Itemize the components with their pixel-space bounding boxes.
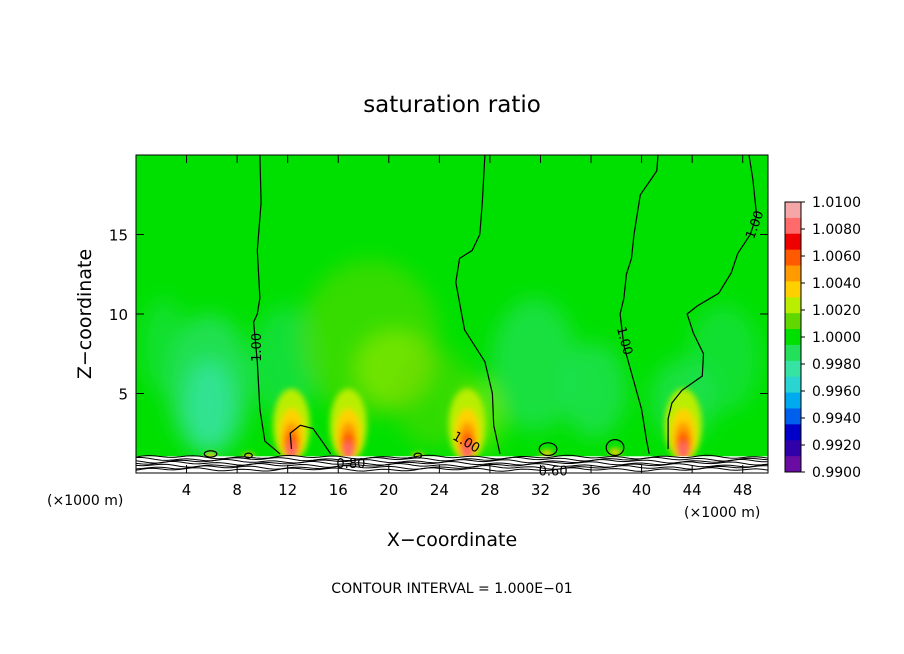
field-patch: [185, 360, 234, 450]
x-unit-left: (×1000 m): [47, 493, 123, 509]
colorbar-swatch: [785, 392, 801, 409]
colorbar-label: 1.0000: [812, 330, 861, 346]
colorbar-label: 0.9980: [812, 357, 861, 373]
contour-line: [619, 155, 659, 455]
field-patch: [344, 441, 353, 460]
colorbar-swatch: [785, 265, 801, 282]
colorbar-swatch: [785, 249, 801, 267]
colorbar-swatch: [785, 233, 801, 251]
field-color-patches: [141, 259, 760, 463]
contour-label: 0.60: [539, 465, 568, 480]
x-axis-label: X−coordinate: [387, 529, 517, 551]
colorbar: 1.0100 1.0080 1.0060 1.0040 1.0020 1.0000 0.99…: [784, 195, 861, 481]
surface-contour: [136, 467, 768, 472]
contour-line: [252, 155, 281, 455]
contour-lines: [203, 155, 758, 459]
surface-contour: [136, 454, 768, 460]
surface-contour: [136, 463, 768, 468]
x-tick-label: 20: [379, 481, 398, 499]
field-patch: [463, 441, 472, 460]
colorbar-swatch: [785, 313, 801, 330]
colorbar-swatch: [785, 281, 801, 298]
x-unit-right: (×1000 m): [684, 505, 760, 521]
x-tick-label: 48: [733, 481, 752, 499]
plot-area: 1.001.001.001.000.800.60 4 8 12 16 20 24 28 32 3…: [109, 154, 769, 499]
colorbar-label: 1.0040: [812, 276, 861, 292]
x-tick-label: 16: [329, 481, 348, 499]
x-tick-label: 28: [480, 481, 499, 499]
colorbar-label: 0.9960: [812, 384, 861, 400]
surface-contour: [136, 464, 768, 470]
x-tick-label: 12: [278, 481, 297, 499]
colorbar-label: 1.0060: [812, 249, 861, 265]
field-patch: [609, 448, 622, 457]
colorbar-swatch: [785, 217, 801, 235]
x-tick-label: 40: [632, 481, 651, 499]
colorbar-swatch: [785, 440, 801, 457]
surface-contour: [136, 458, 768, 464]
y-axis-label: Z−coordinate: [74, 249, 96, 379]
colorbar-label: 1.0100: [812, 195, 861, 211]
x-tick-label: 24: [430, 481, 449, 499]
field-patch: [688, 304, 760, 413]
chart-title: saturation ratio: [363, 92, 541, 118]
x-tick-label: 44: [683, 481, 702, 499]
colorbar-swatch: [785, 297, 801, 314]
contour-line: [203, 450, 218, 458]
colorbar-label: 1.0020: [812, 303, 861, 319]
y-tick-label: 10: [109, 306, 128, 324]
surface-layer: [136, 454, 768, 473]
contour-line: [413, 452, 423, 459]
x-tick-label: 4: [182, 481, 192, 499]
colorbar-label: 0.9920: [812, 438, 861, 454]
colorbar-swatch: [785, 376, 801, 394]
contour-line: [605, 439, 625, 457]
colorbar-label: 0.9940: [812, 411, 861, 427]
contour-line: [244, 452, 253, 459]
y-axis: 5 10 15: [109, 227, 768, 404]
contour-line: [667, 155, 758, 450]
contour-label: 0.80: [336, 457, 365, 472]
colorbar-swatch: [785, 360, 801, 378]
x-tick-label: 8: [232, 481, 242, 499]
y-tick-label: 15: [109, 227, 128, 245]
y-tick-label: 5: [118, 386, 128, 404]
contour-label: 1.00: [250, 333, 265, 362]
colorbar-swatch: [785, 329, 801, 346]
contour-line: [455, 155, 501, 455]
x-axis: 4 8 12 16 20 24 28 32 36 40 44 48: [182, 155, 752, 499]
colorbar-swatch: [785, 424, 801, 441]
colorbar-swatch: [785, 456, 801, 473]
colorbar-swatch: [785, 408, 801, 425]
x-tick-label: 36: [581, 481, 600, 499]
contour-line: [289, 424, 332, 455]
colorbar-swatch: [785, 202, 801, 219]
colorbar-label: 0.9900: [812, 465, 861, 481]
contour-label: 1.00: [613, 325, 635, 357]
field-patch: [560, 342, 627, 439]
colorbar-label: 1.0080: [812, 222, 861, 238]
colorbar-swatch: [785, 344, 801, 362]
contour-line: [538, 442, 558, 457]
field-patch: [141, 298, 187, 394]
contour-interval-note: CONTOUR INTERVAL = 1.000E−01: [331, 581, 572, 597]
field-patch: [491, 298, 578, 432]
x-tick-label: 32: [531, 481, 550, 499]
field-patch: [679, 441, 688, 460]
